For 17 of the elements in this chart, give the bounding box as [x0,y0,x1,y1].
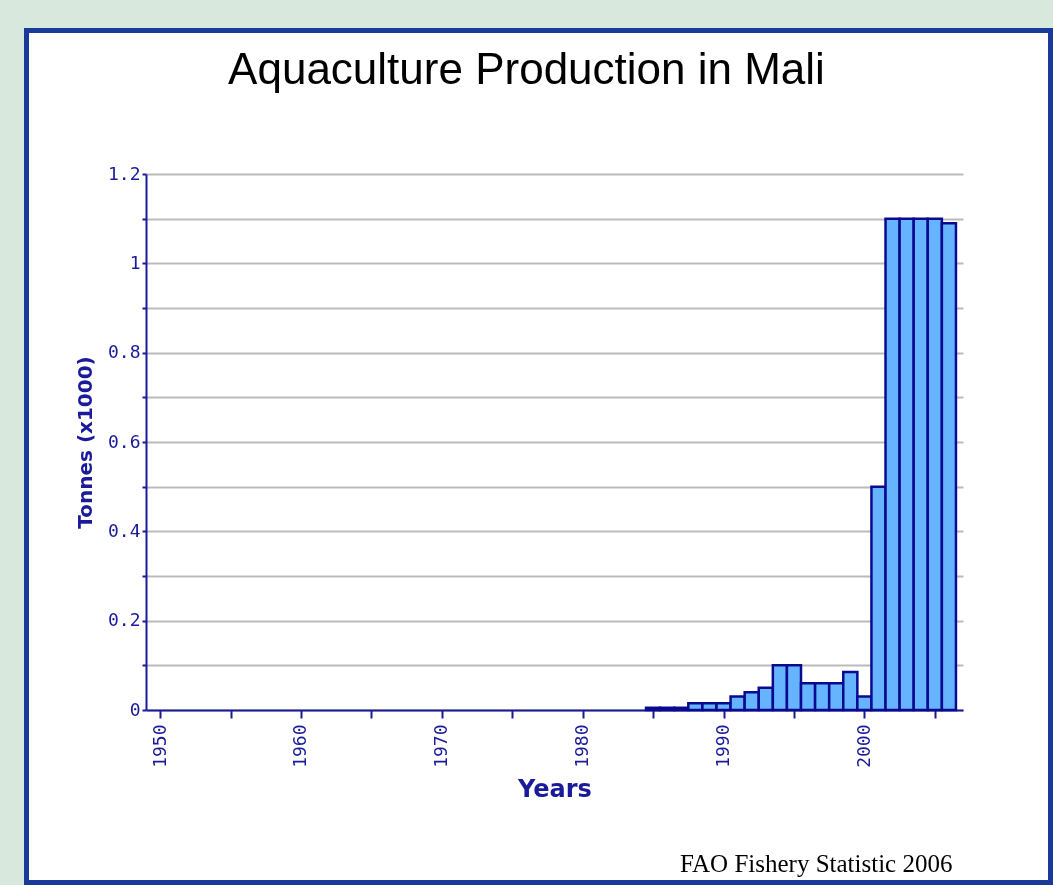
x-tick-label: 1970 [430,724,452,768]
x-tick-label: 1950 [148,724,170,768]
x-tick-label: 1990 [712,724,734,768]
chart-title: Aquaculture Production in Mali [227,44,826,94]
y-tick-label: 0.2 [107,609,141,631]
y-tick-label: 1.2 [107,162,141,184]
x-tick-label: 2000 [852,724,874,768]
x-tick-label: 1960 [289,724,311,768]
y-tick-label: 0.4 [107,519,141,541]
y-axis-title: Tonnes (x1000) [72,356,97,529]
y-tick-label: 0 [129,698,141,720]
y-tick-label: 1 [129,251,141,273]
x-tick-label: 1980 [571,724,593,768]
text: FAO Fishery Statistic 2006 [680,850,953,878]
y-tick-label: 0.6 [107,430,141,452]
y-tick-label: 0.8 [107,341,141,363]
x-axis-title: Years [517,774,592,803]
